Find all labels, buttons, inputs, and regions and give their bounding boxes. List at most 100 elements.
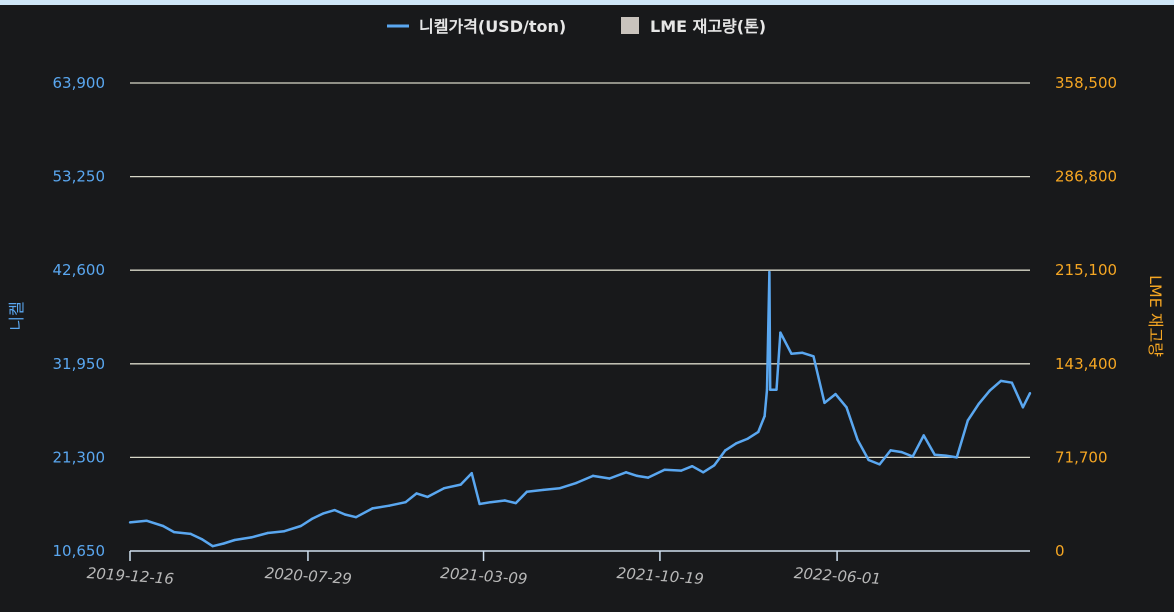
series-point [525, 490, 529, 493]
x-tick-label: 2020-07-29 [264, 564, 352, 588]
series-point [1010, 381, 1014, 384]
series-point [459, 483, 462, 486]
series-point [161, 524, 165, 528]
x-tick-label: 2022-06-01 [793, 564, 881, 588]
series-point [646, 476, 650, 479]
series-point [415, 492, 418, 495]
series-point [442, 486, 446, 490]
y-tick-right-label: 143,400 [1055, 355, 1117, 373]
series-point [470, 472, 473, 475]
series-point [922, 434, 925, 437]
series-point [635, 474, 639, 478]
y-tick-right-label: 358,500 [1055, 74, 1117, 92]
series-point [746, 437, 749, 441]
y-tick-right-label: 286,800 [1055, 168, 1117, 186]
series-point [514, 501, 518, 505]
series-point [404, 501, 407, 504]
series-point [608, 477, 611, 480]
y-axis-right-title: LME 재고량 [1146, 275, 1165, 357]
series-point [713, 464, 716, 467]
series-point [735, 442, 738, 445]
legend-item-nickel-price[interactable]: 니켈가격(USD/ton) [387, 17, 566, 36]
legend-label-lme-stock: LME 재고량(톤) [650, 17, 766, 36]
x-tick-label: 2021-10-19 [616, 564, 704, 588]
series-point [933, 453, 936, 456]
series-point [679, 469, 683, 472]
series-point [1021, 406, 1025, 409]
series-point [757, 430, 760, 434]
series-point [845, 406, 848, 409]
legend-label-nickel-price: 니켈가격(USD/ton) [419, 17, 566, 36]
series-point [768, 270, 771, 274]
legend: 니켈가격(USD/ton) LME 재고량(톤) [387, 17, 766, 36]
series-point [779, 331, 782, 334]
series-point [801, 351, 804, 355]
series-point [575, 481, 578, 485]
series-point [856, 438, 859, 442]
series-point [542, 488, 545, 492]
series-point [299, 524, 303, 528]
series-point [503, 499, 507, 502]
series-point [889, 449, 892, 452]
series-point [867, 458, 870, 462]
series-point [489, 501, 492, 504]
y-tick-left-label: 21,300 [53, 448, 106, 466]
series-point [266, 531, 269, 535]
y-tick-right-label: 215,100 [1055, 261, 1117, 279]
series-point [128, 521, 132, 524]
series-point [900, 450, 903, 454]
x-tick-label: 2021-03-09 [440, 564, 528, 588]
y-axis-right-ticks: 0 71,700 143,400 215,100 286,800 358,500 [1055, 74, 1117, 560]
series-point [977, 402, 981, 405]
series-point [558, 486, 562, 490]
series-point [283, 530, 286, 533]
series-point [591, 474, 595, 478]
series-point [371, 507, 374, 510]
series-point [988, 389, 992, 392]
top-accent-bar [0, 0, 1174, 5]
series-point [321, 512, 325, 515]
series-point [343, 513, 347, 516]
series-point [145, 519, 148, 522]
legend-item-lme-stock[interactable]: LME 재고량(톤) [621, 17, 766, 36]
series-point [624, 471, 628, 474]
series-point [333, 508, 336, 512]
y-tick-right-label: 0 [1055, 542, 1065, 560]
series-point [955, 456, 958, 459]
series-point [763, 414, 766, 418]
y-tick-left-label: 31,950 [53, 355, 106, 373]
series-point [834, 392, 837, 396]
series-point [478, 502, 481, 506]
series-point [211, 544, 214, 548]
series-point [790, 352, 793, 355]
y-tick-left-label: 42,600 [53, 261, 106, 279]
series-point [812, 355, 815, 358]
y-tick-left-label: 53,250 [53, 168, 106, 186]
y-axis-left-title: 니켈 [7, 301, 26, 330]
series-point [911, 455, 914, 458]
legend-square-swatch [621, 17, 639, 34]
series-layer [128, 270, 1032, 548]
y-tick-right-label: 71,700 [1055, 448, 1108, 466]
series-point [775, 388, 778, 391]
grid-lines [130, 82, 1030, 459]
series-point [310, 517, 314, 521]
series-point [222, 542, 225, 545]
series-line-nickel-price [129, 270, 1032, 548]
series-point [233, 538, 236, 542]
series-point [200, 537, 203, 541]
y-axis-left-ticks: 10,650 21,300 31,950 42,600 53,250 63,900 [53, 74, 106, 560]
x-tick-label: 2019-12-16 [86, 564, 174, 588]
series-point [172, 530, 176, 534]
series-point [724, 449, 727, 452]
series-point [663, 468, 666, 471]
series-point [999, 379, 1003, 383]
y-tick-left-label: 63,900 [53, 74, 106, 92]
series-point [944, 454, 947, 457]
series-point [354, 515, 358, 519]
series-point [702, 471, 705, 474]
series-point [878, 463, 881, 466]
x-axis: 2019-12-16 2020-07-29 2021-03-09 2021-10-19… [86, 550, 1030, 588]
series-point [768, 388, 772, 391]
